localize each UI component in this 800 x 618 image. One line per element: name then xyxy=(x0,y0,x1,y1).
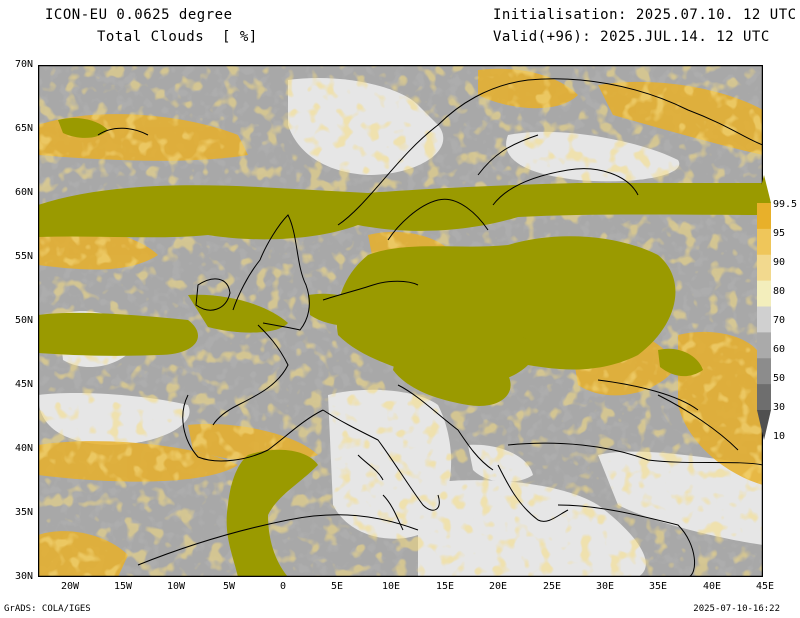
map-title: ICON-EU 0.0625 degree xyxy=(45,7,233,23)
lon-label: 15W xyxy=(113,581,133,592)
legend-swatch xyxy=(757,228,771,256)
legend-label: 99.5 xyxy=(773,199,798,210)
lon-label: 25E xyxy=(542,581,562,592)
lon-label: 40E xyxy=(702,581,722,592)
lat-label: 55N xyxy=(14,251,33,262)
lat-label: 65N xyxy=(14,123,33,134)
legend-label: 70 xyxy=(773,315,786,326)
legend-arrow-top xyxy=(757,175,771,203)
overcast-areas xyxy=(38,118,763,577)
footer-credit: GrADS: COLA/IGES xyxy=(4,604,91,614)
legend-swatch xyxy=(757,254,771,282)
lat-label: 40N xyxy=(14,443,33,454)
legend-swatch xyxy=(757,280,771,307)
cloud-cover-map xyxy=(38,65,763,577)
legend-swatch xyxy=(757,306,771,333)
legend-arrow-bottom xyxy=(757,410,771,440)
lon-label: 45E xyxy=(755,581,775,592)
lat-label: 50N xyxy=(14,315,33,326)
lon-label: 5E xyxy=(330,581,344,592)
footer-timestamp: 2025-07-10-16:22 xyxy=(693,604,780,614)
legend-swatch xyxy=(757,384,771,411)
cloud-cover-legend xyxy=(757,175,771,440)
init-time: Initialisation: 2025.07.10. 12 UTC xyxy=(493,7,797,23)
lat-label: 45N xyxy=(14,379,33,390)
lon-label: 35E xyxy=(648,581,668,592)
map-subtitle: Total Clouds [ %] xyxy=(97,29,258,45)
legend-label: 10 xyxy=(773,431,786,442)
valid-time: Valid(+96): 2025.JUL.14. 12 UTC xyxy=(493,29,770,45)
legend-label: 50 xyxy=(773,373,786,384)
lon-label: 20E xyxy=(488,581,508,592)
legend-label: 80 xyxy=(773,286,786,297)
legend-swatch xyxy=(757,332,771,359)
lon-label: 30E xyxy=(595,581,615,592)
lat-label: 35N xyxy=(14,507,33,518)
lon-label: 5W xyxy=(222,581,236,592)
lat-label: 70N xyxy=(14,59,33,70)
lat-label: 60N xyxy=(14,187,33,198)
lon-label: 10E xyxy=(381,581,401,592)
legend-label: 30 xyxy=(773,402,786,413)
lon-label: 0 xyxy=(279,581,287,592)
legend-label: 95 xyxy=(773,228,786,239)
lat-label: 30N xyxy=(14,571,33,582)
lon-label: 20W xyxy=(60,581,80,592)
lon-label: 15E xyxy=(435,581,455,592)
coastlines xyxy=(97,78,763,577)
legend-swatch xyxy=(757,203,771,230)
legend-label: 90 xyxy=(773,257,786,268)
legend-label: 60 xyxy=(773,344,786,355)
legend-swatch xyxy=(757,358,771,385)
lon-label: 10W xyxy=(166,581,186,592)
